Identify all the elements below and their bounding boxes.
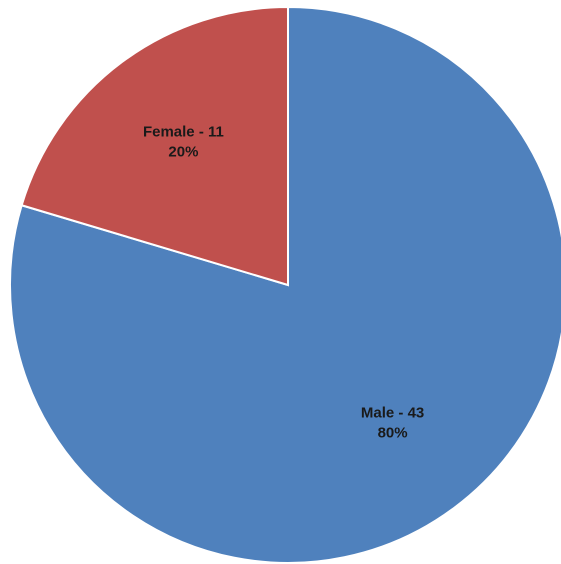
data-label-percent: 20% — [168, 144, 198, 161]
data-label-name-value: Female - 11 — [143, 124, 224, 141]
data-label-female: Female - 11 20% — [143, 124, 224, 161]
data-label-percent: 80% — [378, 424, 408, 441]
pie-slice-female — [20, 5, 289, 287]
data-label-male: Male - 43 80% — [361, 404, 424, 441]
data-label-name-value: Male - 43 — [361, 404, 424, 421]
